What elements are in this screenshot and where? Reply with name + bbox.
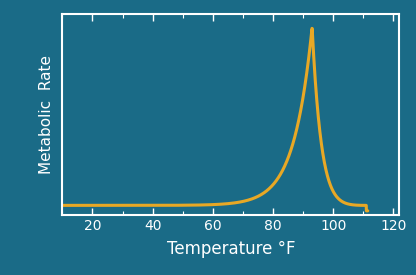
Y-axis label: Metabolic  Rate: Metabolic Rate	[39, 55, 54, 174]
X-axis label: Temperature °F: Temperature °F	[167, 240, 295, 258]
